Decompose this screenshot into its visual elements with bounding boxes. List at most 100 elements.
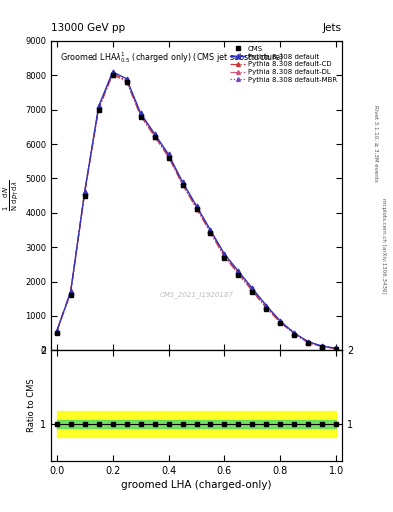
Pythia 8.308 default — [82, 189, 87, 195]
Line: Pythia 8.308 default: Pythia 8.308 default — [54, 70, 339, 351]
CMS — [68, 292, 73, 298]
Pythia 8.308 default-MBR — [236, 270, 241, 276]
CMS — [152, 134, 157, 140]
Pythia 8.308 default-CD — [194, 205, 199, 211]
Pythia 8.308 default — [334, 345, 339, 351]
Line: CMS: CMS — [54, 73, 339, 351]
Pythia 8.308 default-DL — [138, 113, 143, 119]
Pythia 8.308 default-CD — [250, 287, 255, 293]
CMS — [124, 79, 129, 86]
CMS — [278, 320, 283, 326]
Pythia 8.308 default-MBR — [292, 330, 297, 336]
Pythia 8.308 default-MBR — [54, 329, 59, 335]
Pythia 8.308 default-CD — [292, 331, 297, 337]
Pythia 8.308 default-CD — [278, 319, 283, 325]
Pythia 8.308 default-DL — [250, 288, 255, 294]
Y-axis label: Ratio to CMS: Ratio to CMS — [27, 379, 36, 432]
Pythia 8.308 default — [194, 203, 199, 209]
Pythia 8.308 default-MBR — [194, 205, 199, 211]
Pythia 8.308 default — [222, 251, 227, 257]
Pythia 8.308 default-CD — [236, 270, 241, 276]
Pythia 8.308 default — [236, 268, 241, 274]
Pythia 8.308 default — [152, 131, 157, 137]
Pythia 8.308 default — [306, 338, 311, 345]
Y-axis label: $\frac{1}{\mathrm{N}}\,\frac{\mathrm{d}N}{\mathrm{d}p_{\mathrm{T}}\,\mathrm{d}\l: $\frac{1}{\mathrm{N}}\,\frac{\mathrm{d}N… — [2, 180, 21, 211]
Pythia 8.308 default-CD — [222, 253, 227, 259]
Pythia 8.308 default-MBR — [152, 133, 157, 139]
Pythia 8.308 default-DL — [236, 271, 241, 277]
Pythia 8.308 default — [208, 227, 213, 233]
Pythia 8.308 default-DL — [278, 319, 283, 326]
Pythia 8.308 default — [292, 330, 297, 336]
Pythia 8.308 default-CD — [180, 181, 185, 187]
Pythia 8.308 default-MBR — [166, 154, 171, 160]
CMS — [306, 340, 311, 347]
Pythia 8.308 default-MBR — [222, 253, 227, 259]
Pythia 8.308 default-CD — [152, 133, 157, 139]
CMS — [166, 155, 171, 161]
Text: CMS_2021_I1920187: CMS_2021_I1920187 — [160, 291, 233, 298]
Pythia 8.308 default-CD — [208, 229, 213, 235]
Pythia 8.308 default — [264, 303, 269, 309]
Pythia 8.308 default-CD — [334, 346, 339, 352]
CMS — [138, 114, 143, 120]
CMS — [82, 193, 87, 199]
Text: Groomed LHA$\lambda^{1}_{0.5}$ (charged only) (CMS jet substructure): Groomed LHA$\lambda^{1}_{0.5}$ (charged … — [60, 50, 284, 65]
Pythia 8.308 default — [124, 76, 129, 82]
CMS — [334, 346, 339, 352]
Pythia 8.308 default-MBR — [250, 287, 255, 293]
Pythia 8.308 default-MBR — [208, 229, 213, 235]
Pythia 8.308 default-MBR — [110, 71, 115, 77]
Pythia 8.308 default — [320, 343, 325, 349]
Pythia 8.308 default-DL — [68, 289, 73, 295]
X-axis label: groomed LHA (charged-only): groomed LHA (charged-only) — [121, 480, 272, 490]
Pythia 8.308 default-DL — [306, 339, 311, 346]
Pythia 8.308 default-MBR — [138, 112, 143, 118]
Pythia 8.308 default-CD — [320, 344, 325, 350]
Text: Jets: Jets — [323, 23, 342, 33]
Pythia 8.308 default — [96, 103, 101, 110]
Pythia 8.308 default-MBR — [82, 189, 87, 196]
Pythia 8.308 default-DL — [292, 331, 297, 337]
CMS — [180, 182, 185, 188]
Pythia 8.308 default-DL — [152, 134, 157, 140]
Pythia 8.308 default-CD — [166, 153, 171, 159]
Pythia 8.308 default — [180, 179, 185, 185]
Pythia 8.308 default-MBR — [278, 318, 283, 325]
Line: Pythia 8.308 default-MBR: Pythia 8.308 default-MBR — [55, 72, 338, 350]
Pythia 8.308 default-MBR — [96, 105, 101, 112]
Pythia 8.308 default-DL — [54, 329, 59, 335]
Pythia 8.308 default-DL — [82, 190, 87, 196]
Pythia 8.308 default — [138, 110, 143, 116]
Pythia 8.308 default-DL — [166, 154, 171, 160]
CMS — [250, 289, 255, 295]
Legend: CMS, Pythia 8.308 default, Pythia 8.308 default-CD, Pythia 8.308 default-DL, Pyt: CMS, Pythia 8.308 default, Pythia 8.308 … — [228, 45, 338, 84]
Pythia 8.308 default-DL — [180, 182, 185, 188]
Pythia 8.308 default-CD — [96, 105, 101, 111]
Pythia 8.308 default-CD — [264, 304, 269, 310]
Pythia 8.308 default-MBR — [68, 289, 73, 295]
Pythia 8.308 default-CD — [138, 112, 143, 118]
Line: Pythia 8.308 default-DL: Pythia 8.308 default-DL — [55, 73, 338, 351]
Pythia 8.308 default — [166, 152, 171, 158]
Pythia 8.308 default-CD — [82, 188, 87, 195]
Pythia 8.308 default-DL — [96, 106, 101, 112]
Pythia 8.308 default-MBR — [264, 305, 269, 311]
Pythia 8.308 default — [250, 285, 255, 291]
Pythia 8.308 default-CD — [124, 77, 129, 83]
CMS — [236, 272, 241, 278]
Pythia 8.308 default-DL — [334, 346, 339, 352]
Pythia 8.308 default-MBR — [180, 181, 185, 187]
CMS — [264, 306, 269, 312]
Pythia 8.308 default-MBR — [320, 343, 325, 349]
Text: mcplots.cern.ch [arXiv:1306.3436]: mcplots.cern.ch [arXiv:1306.3436] — [381, 198, 386, 293]
Pythia 8.308 default — [110, 69, 115, 75]
Pythia 8.308 default-DL — [208, 230, 213, 236]
Pythia 8.308 default-MBR — [334, 345, 339, 351]
Pythia 8.308 default-CD — [68, 288, 73, 294]
CMS — [54, 330, 59, 336]
Pythia 8.308 default-DL — [222, 254, 227, 260]
Pythia 8.308 default-CD — [110, 71, 115, 77]
Text: Rivet 3.1.10, ≥ 3.3M events: Rivet 3.1.10, ≥ 3.3M events — [373, 105, 378, 182]
Pythia 8.308 default — [68, 289, 73, 295]
